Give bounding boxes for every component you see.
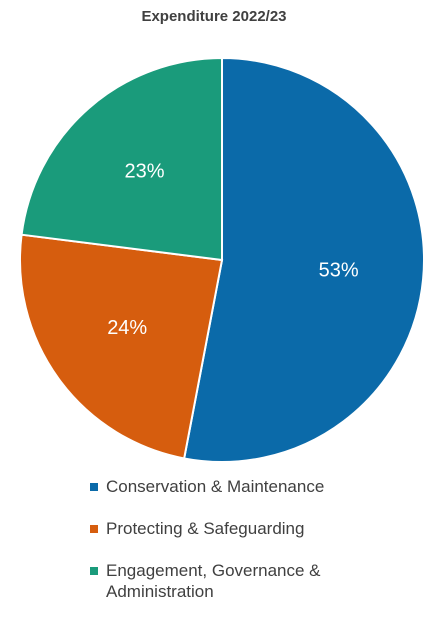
data-label-protecting: 24%: [107, 317, 147, 339]
pie-slice-engagement: [20, 56, 223, 262]
data-label-conservation: 53%: [319, 259, 359, 281]
legend-label-conservation: Conservation & Maintenance: [106, 477, 325, 496]
legend-item-engagement: Engagement, Governance & Administration: [90, 560, 410, 602]
data-label-engagement: 23%: [125, 160, 165, 182]
chart-legend: Conservation & Maintenance Protecting & …: [90, 476, 410, 623]
legend-swatch-protecting: [90, 525, 98, 533]
pie-slice-protecting: [19, 233, 224, 460]
pie-slice-conservation: [182, 56, 425, 463]
chart-title: Expenditure 2022/23: [141, 8, 287, 25]
legend-label-engagement: Engagement, Governance & Administration: [106, 561, 321, 601]
legend-label-protecting: Protecting & Safeguarding: [106, 519, 305, 538]
legend-swatch-engagement: [90, 567, 98, 575]
legend-item-protecting: Protecting & Safeguarding: [90, 518, 410, 539]
legend-swatch-conservation: [90, 483, 98, 491]
legend-item-conservation: Conservation & Maintenance: [90, 476, 410, 497]
